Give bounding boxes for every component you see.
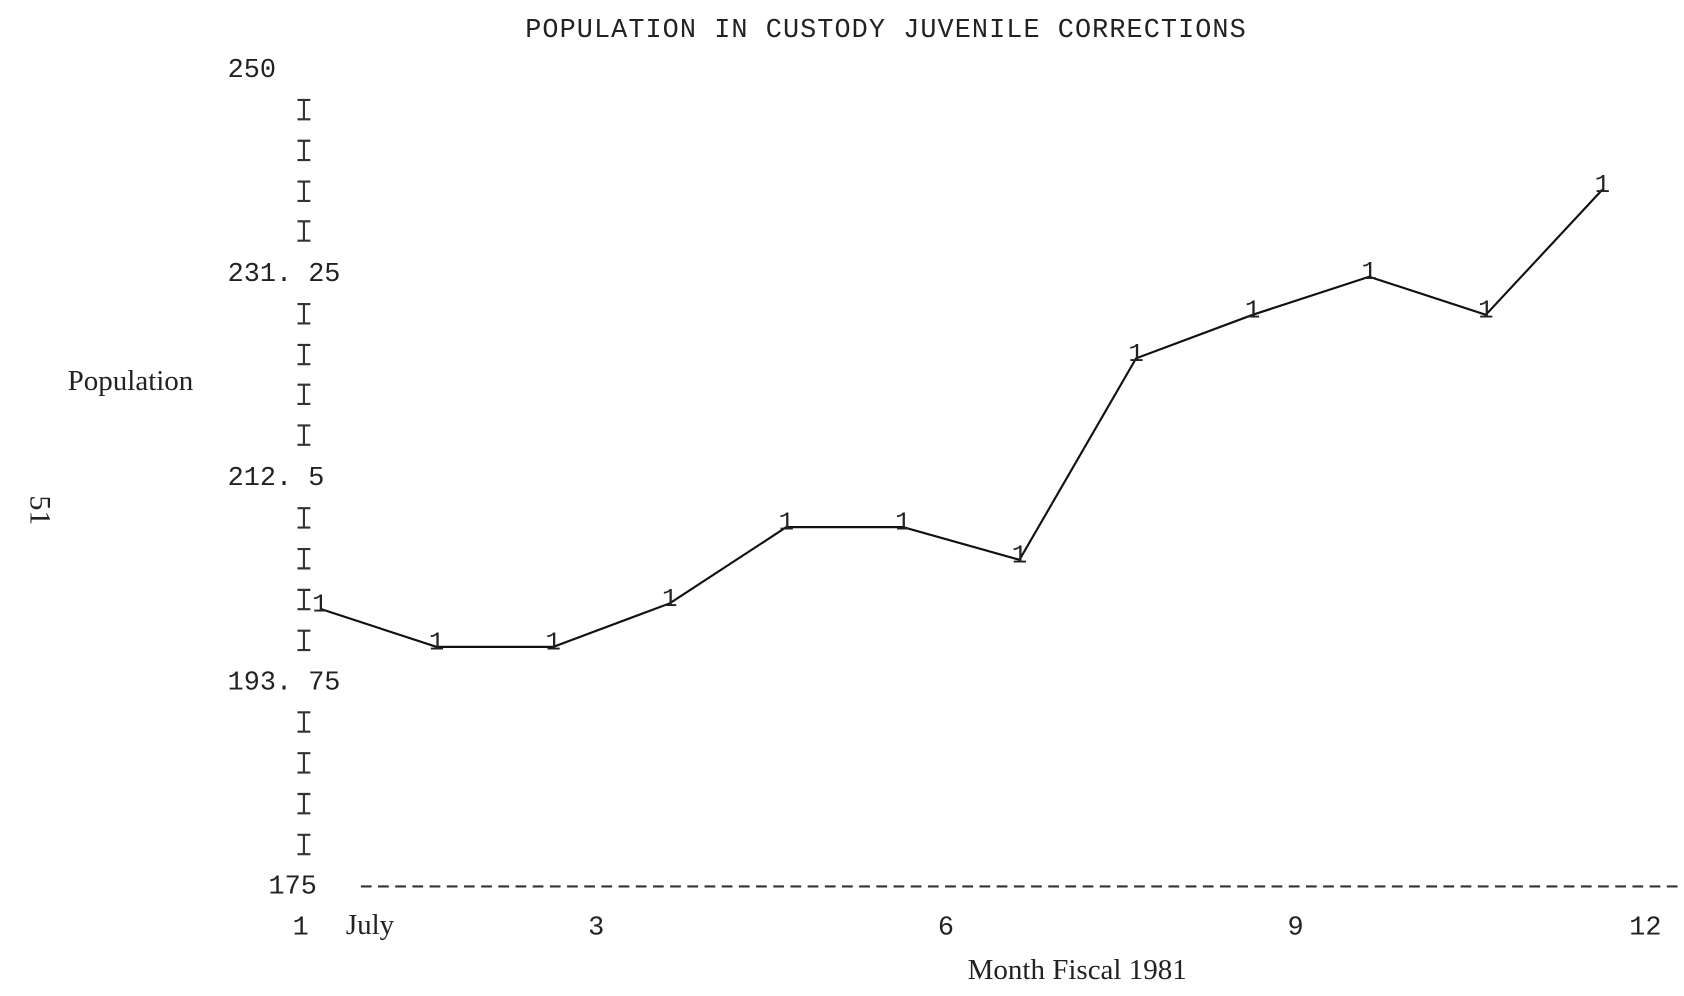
y-tick-label: 193. 75: [228, 668, 341, 698]
x-tick-label: 3: [588, 913, 604, 943]
point-marker: 1: [662, 585, 677, 614]
y-tick-label: 231. 25: [228, 260, 341, 290]
y-axis-label: Population: [68, 365, 194, 397]
y-tick-label: 212. 5: [228, 464, 325, 494]
chart-title: POPULATION IN CUSTODY JUVENILE CORRECTIO…: [525, 16, 1247, 46]
x-tick-label: 9: [1288, 913, 1304, 943]
point-marker: 1: [545, 628, 560, 657]
point-marker: 1: [312, 590, 327, 619]
point-marker: 1: [895, 509, 910, 538]
point-marker: 1: [1245, 296, 1260, 325]
point-marker: 1: [429, 628, 444, 657]
x-annotation: July: [346, 909, 395, 941]
point-marker: 1: [1361, 258, 1376, 287]
x-tick-label: 12: [1629, 913, 1661, 943]
page-number: 51: [24, 495, 58, 525]
point-marker: 1: [1595, 171, 1610, 200]
point-marker: 1: [1012, 541, 1027, 570]
x-tick-label: 6: [938, 913, 954, 943]
data-line: [319, 188, 1604, 648]
point-marker: 1: [1128, 340, 1143, 369]
y-tick-label: 250: [228, 56, 276, 86]
x-axis-label: Month Fiscal 1981: [968, 954, 1187, 986]
y-tick-label: 175: [268, 872, 316, 902]
x-tick-label: 1: [293, 913, 309, 943]
point-marker: 1: [1478, 296, 1493, 325]
point-marker: 1: [779, 509, 794, 538]
axis-glyphs: [297, 98, 311, 856]
